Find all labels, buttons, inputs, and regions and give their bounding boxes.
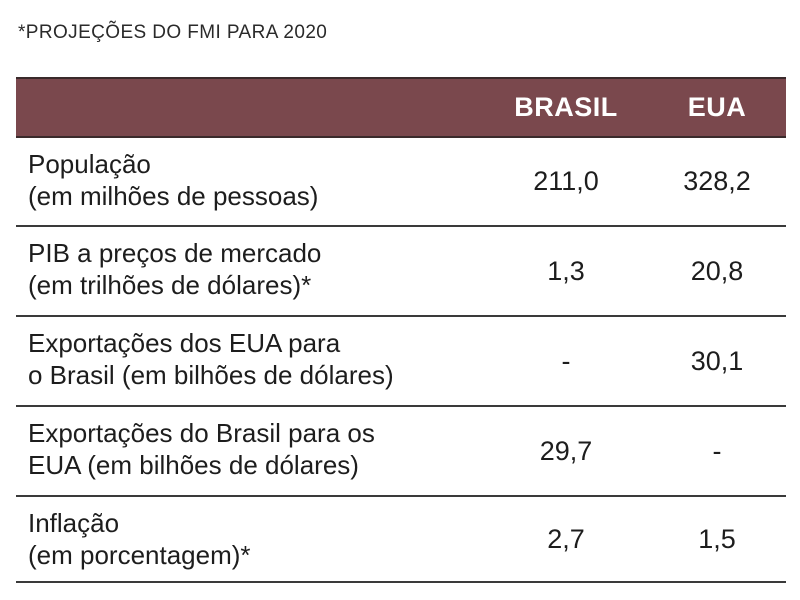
cell-eua: -: [712, 435, 722, 466]
row-label-line: PIB a preços de mercado: [28, 238, 322, 268]
column-header-brasil: BRASIL: [514, 92, 618, 122]
row-label: População (em milhões de pessoas): [28, 148, 458, 212]
cropped-title: [18, 0, 758, 6]
cell-brasil: 1,3: [547, 255, 585, 286]
row-label-line: EUA (em bilhões de dólares): [28, 450, 359, 480]
table-row: População (em milhões de pessoas) 211,0 …: [16, 138, 786, 227]
row-label-line: Exportações do Brasil para os: [28, 418, 375, 448]
row-label: Inflação (em porcentagem)*: [28, 507, 458, 571]
row-label-line: (em trilhões de dólares)*: [28, 270, 312, 300]
table-row: Exportações do Brasil para os EUA (em bi…: [16, 407, 786, 497]
table-row: Exportações dos EUA para o Brasil (em bi…: [16, 317, 786, 407]
comparison-table: BRASIL EUA População (em milhões de pess…: [16, 77, 786, 583]
cell-brasil: -: [561, 345, 571, 376]
column-header-eua: EUA: [687, 92, 747, 122]
table-header: BRASIL EUA: [16, 77, 786, 138]
cell-eua: 1,5: [698, 523, 736, 554]
cell-eua: 328,2: [683, 166, 751, 196]
row-label-line: (em milhões de pessoas): [28, 181, 319, 211]
row-label-line: o Brasil (em bilhões de dólares): [28, 360, 394, 390]
cell-brasil: 2,7: [547, 523, 585, 554]
cell-eua: 30,1: [690, 345, 744, 376]
row-label-line: Exportações dos EUA para: [28, 328, 341, 358]
cell-eua: 20,8: [690, 255, 744, 286]
row-label-line: Inflação: [28, 508, 120, 538]
cell-brasil: 211,0: [533, 166, 599, 196]
row-label-line: População: [28, 149, 151, 179]
table-row: Inflação (em porcentagem)* 2,7 1,5: [16, 497, 786, 583]
subtitle: *PROJEÇÕES DO FMI PARA 2020: [18, 22, 328, 43]
row-label: PIB a preços de mercado (em trilhões de …: [28, 237, 458, 301]
row-label: Exportações do Brasil para os EUA (em bi…: [28, 417, 458, 481]
row-label: Exportações dos EUA para o Brasil (em bi…: [28, 327, 458, 391]
row-label-line: (em porcentagem)*: [28, 540, 251, 570]
cell-brasil: 29,7: [539, 435, 593, 466]
table-row: PIB a preços de mercado (em trilhões de …: [16, 227, 786, 317]
